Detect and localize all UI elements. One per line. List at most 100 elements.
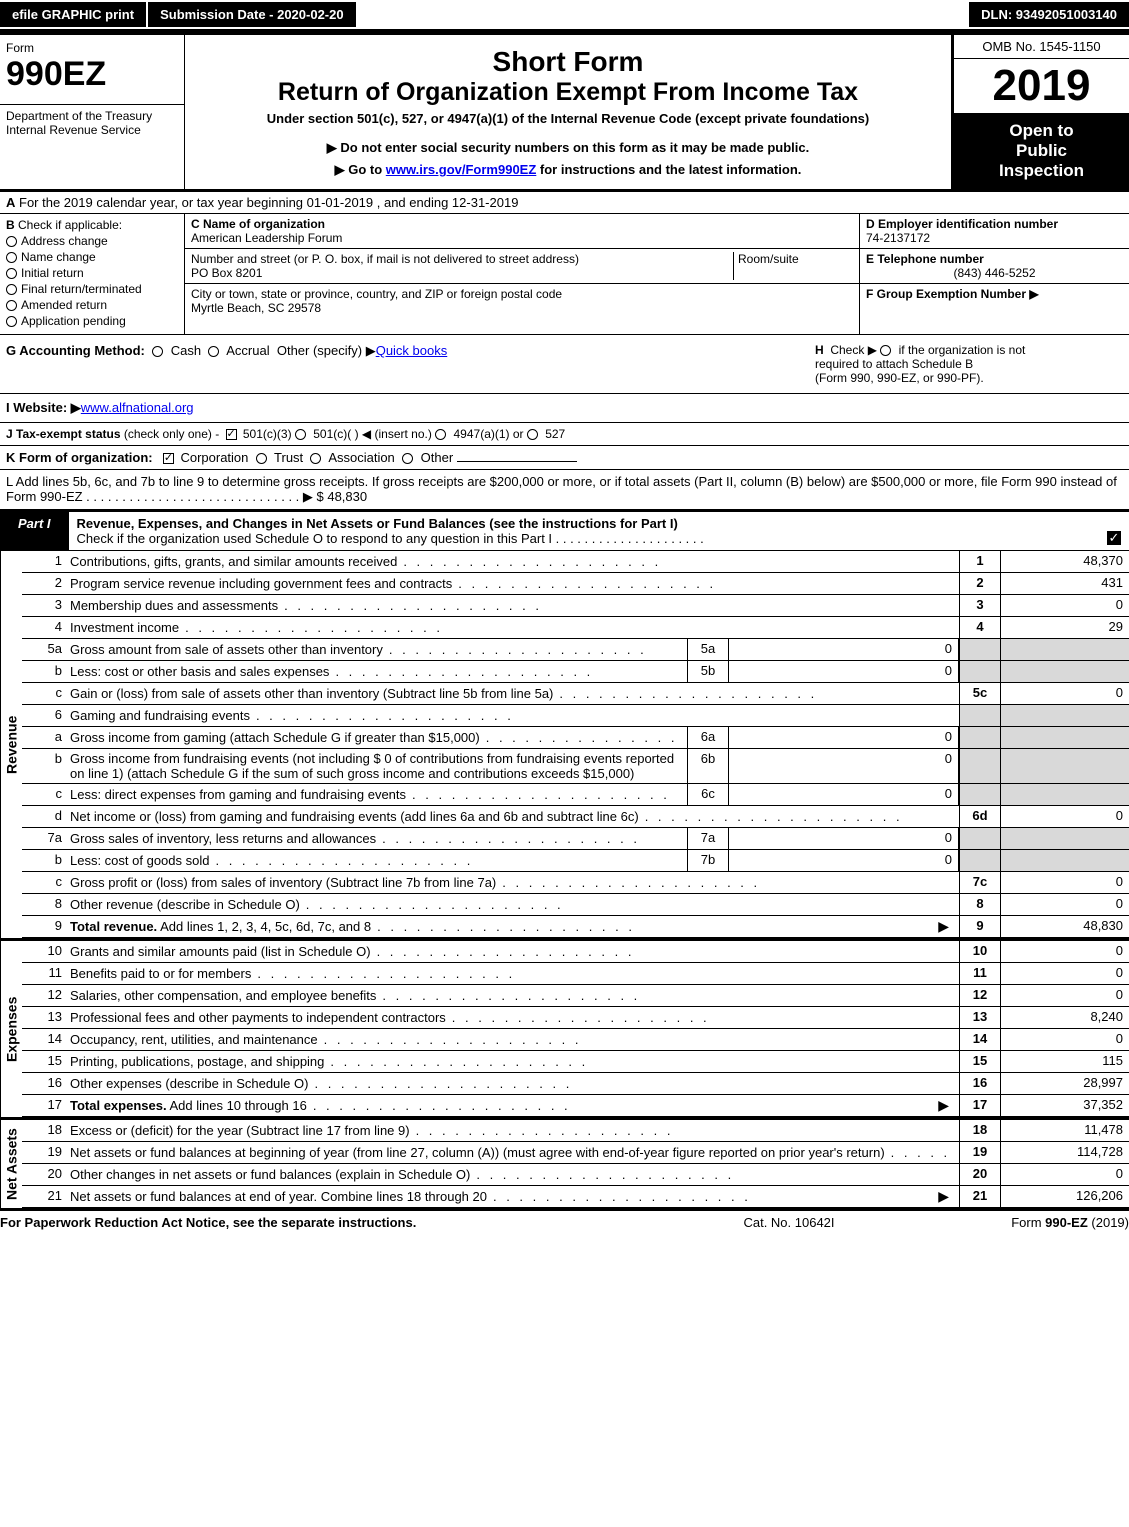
mid-value: 0 xyxy=(729,828,959,849)
line-number: 15 xyxy=(22,1051,66,1072)
footer-right: Form 990-EZ (2019) xyxy=(929,1215,1129,1230)
g-accrual: Accrual xyxy=(226,343,269,358)
check-final-return[interactable] xyxy=(6,284,17,295)
row-i-website: I Website: ▶www.alfnational.org xyxy=(0,394,1129,423)
right-num: 7c xyxy=(959,872,1001,893)
g-other: Other (specify) ▶ xyxy=(277,343,376,358)
line-number: 21 xyxy=(22,1186,66,1207)
right-value: 114,728 xyxy=(1001,1142,1129,1163)
line-number: 7a xyxy=(22,828,66,849)
right-value xyxy=(1001,850,1129,871)
part1-check-text: Check if the organization used Schedule … xyxy=(77,531,704,546)
line-desc: Membership dues and assessments . . . . … xyxy=(66,595,959,616)
table-row: cGain or (loss) from sale of assets othe… xyxy=(22,683,1129,705)
line-number: 5a xyxy=(22,639,66,660)
g-label: G Accounting Method: xyxy=(6,343,145,358)
website-link[interactable]: www.alfnational.org xyxy=(81,400,194,415)
radio-cash[interactable] xyxy=(152,346,163,357)
form-label: Form xyxy=(0,35,184,55)
radio-trust[interactable] xyxy=(256,453,267,464)
check-initial-return[interactable] xyxy=(6,268,17,279)
netassets-tab: Net Assets xyxy=(0,1120,22,1208)
right-num: 13 xyxy=(959,1007,1001,1028)
submission-date: Submission Date - 2020-02-20 xyxy=(146,0,358,29)
right-value: 11,478 xyxy=(1001,1120,1129,1141)
line-number: 12 xyxy=(22,985,66,1006)
check-amended-return[interactable] xyxy=(6,300,17,311)
tax-year-text: For the 2019 calendar year, or tax year … xyxy=(19,195,518,210)
line-desc: Net income or (loss) from gaming and fun… xyxy=(66,806,959,827)
right-num: 16 xyxy=(959,1073,1001,1094)
right-value: 126,206 xyxy=(1001,1186,1129,1207)
line-desc: Gaming and fundraising events . . . . . … xyxy=(66,705,959,726)
b-final: Final return/terminated xyxy=(21,282,142,296)
check-application-pending[interactable] xyxy=(6,316,17,327)
radio-accrual[interactable] xyxy=(208,346,219,357)
right-num xyxy=(959,661,1001,682)
table-row: 8Other revenue (describe in Schedule O) … xyxy=(22,894,1129,916)
right-num: 12 xyxy=(959,985,1001,1006)
line-number: 14 xyxy=(22,1029,66,1050)
h-schedule-b: H Check ▶ if the organization is not req… xyxy=(809,335,1129,393)
radio-schedule-b[interactable] xyxy=(880,345,891,356)
efile-print-button[interactable]: efile GRAPHIC print xyxy=(0,2,146,27)
right-value xyxy=(1001,828,1129,849)
expenses-lines: 10Grants and similar amounts paid (list … xyxy=(22,941,1129,1117)
radio-527[interactable] xyxy=(527,429,538,440)
page-footer: For Paperwork Reduction Act Notice, see … xyxy=(0,1211,1129,1234)
check-501c3[interactable] xyxy=(226,429,237,440)
right-num xyxy=(959,727,1001,748)
line-number: 19 xyxy=(22,1142,66,1163)
line-number: 8 xyxy=(22,894,66,915)
d-label: D Employer identification number xyxy=(866,217,1058,231)
part1-check-icon[interactable]: ✓ xyxy=(1107,531,1121,545)
check-address-change[interactable] xyxy=(6,236,17,247)
right-value: 0 xyxy=(1001,683,1129,704)
goto-prefix: ▶ Go to xyxy=(335,162,386,177)
radio-other[interactable] xyxy=(402,453,413,464)
col-def: D Employer identification number 74-2137… xyxy=(859,214,1129,334)
line-desc: Net assets or fund balances at end of ye… xyxy=(66,1186,959,1207)
goto-suffix: for instructions and the latest informat… xyxy=(536,162,801,177)
radio-501c[interactable] xyxy=(295,429,306,440)
right-num: 19 xyxy=(959,1142,1001,1163)
c-city-block: City or town, state or province, country… xyxy=(185,284,859,334)
goto-link[interactable]: www.irs.gov/Form990EZ xyxy=(386,162,537,177)
mid-value: 0 xyxy=(729,784,959,805)
check-name-change[interactable] xyxy=(6,252,17,263)
right-value: 0 xyxy=(1001,595,1129,616)
h-not: if the organization is not xyxy=(899,343,1026,357)
col-b: B Check if applicable: Address change Na… xyxy=(0,214,185,334)
mid-num: 5a xyxy=(687,639,729,660)
right-num: 9 xyxy=(959,916,1001,937)
line-desc: Total revenue. Add lines 1, 2, 3, 4, 5c,… xyxy=(66,916,959,937)
row-j-tax-exempt: J Tax-exempt status (check only one) - 5… xyxy=(0,423,1129,446)
check-corporation[interactable] xyxy=(163,453,174,464)
line-number: b xyxy=(22,850,66,871)
footer-center: Cat. No. 10642I xyxy=(649,1215,929,1230)
table-row: 12Salaries, other compensation, and empl… xyxy=(22,985,1129,1007)
right-value: 48,830 xyxy=(1001,916,1129,937)
org-city: Myrtle Beach, SC 29578 xyxy=(191,301,321,315)
line-desc: Gross profit or (loss) from sales of inv… xyxy=(66,872,959,893)
g-other-value: Quick books xyxy=(376,343,448,358)
right-num xyxy=(959,749,1001,783)
part1-title-text: Revenue, Expenses, and Changes in Net As… xyxy=(77,516,678,531)
table-row: 16Other expenses (describe in Schedule O… xyxy=(22,1073,1129,1095)
line-number: d xyxy=(22,806,66,827)
radio-4947[interactable] xyxy=(435,429,446,440)
h-line2: required to attach Schedule B xyxy=(815,357,973,371)
table-row: cLess: direct expenses from gaming and f… xyxy=(22,784,1129,806)
line-desc: Gross income from fundraising events (no… xyxy=(66,749,687,783)
table-row: 18Excess or (deficit) for the year (Subt… xyxy=(22,1120,1129,1142)
line-number: 2 xyxy=(22,573,66,594)
ein-value: 74-2137172 xyxy=(866,231,930,245)
open-line2: Public xyxy=(1016,141,1067,160)
open-line1: Open to xyxy=(1009,121,1073,140)
radio-association[interactable] xyxy=(310,453,321,464)
header-right: OMB No. 1545-1150 2019 Open to Public In… xyxy=(951,35,1129,189)
part1-label: Part I xyxy=(0,512,69,550)
c-city-label: City or town, state or province, country… xyxy=(191,287,562,301)
right-value: 0 xyxy=(1001,941,1129,962)
c-name-label: C Name of organization xyxy=(191,217,325,231)
